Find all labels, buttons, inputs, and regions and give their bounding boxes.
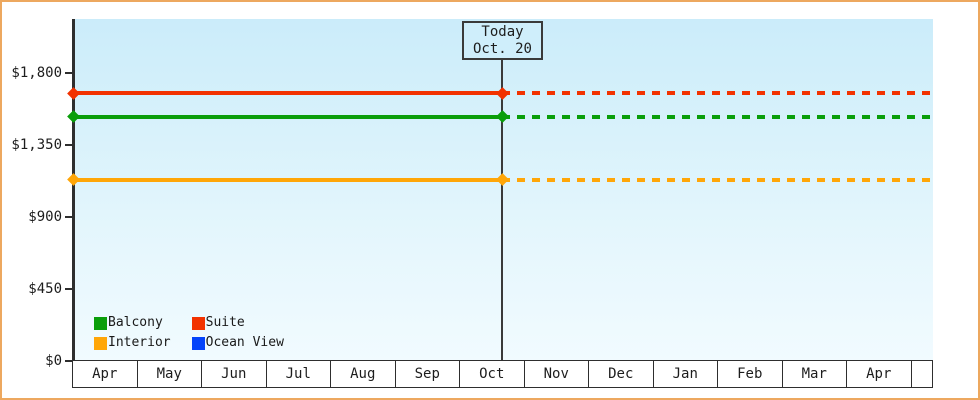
today-label: Today xyxy=(481,23,524,40)
month-cell-jun: Jun xyxy=(202,361,267,387)
legend-item-balcony[interactable]: Balcony xyxy=(94,316,171,330)
month-cell-mar: Mar xyxy=(783,361,847,387)
series-line-balcony-history xyxy=(72,114,502,119)
legend-label-suite: Suite xyxy=(205,315,245,330)
y-tick-mark xyxy=(65,215,72,218)
y-tick-mark xyxy=(65,143,72,146)
legend-label-interior: Interior xyxy=(108,335,171,350)
y-tick-label: $1,800 xyxy=(11,64,62,81)
month-cell-dec: Dec xyxy=(589,361,654,387)
plot-area xyxy=(75,19,933,360)
y-tick-label: $1,350 xyxy=(11,136,62,153)
legend-item-ocean-view[interactable]: Ocean View xyxy=(191,335,284,350)
month-cell-feb: Feb xyxy=(718,361,783,387)
legend: Balcony Suite Interior Ocean View xyxy=(94,316,284,350)
month-cell-jan: Jan xyxy=(654,361,718,387)
y-tick-label: $0 xyxy=(45,353,62,369)
legend-swatch-ocean-view xyxy=(191,336,205,350)
legend-swatch-balcony xyxy=(94,316,107,330)
month-cell-apr: Apr xyxy=(847,361,912,387)
month-axis: Apr May Jun Jul Aug Sep Oct Nov Dec Jan Feb Mar Apr xyxy=(72,360,933,388)
y-tick-label: $450 xyxy=(28,280,62,297)
series-line-balcony-projection xyxy=(502,114,932,119)
legend-item-suite[interactable]: Suite xyxy=(191,315,284,330)
y-tick-mark xyxy=(65,287,72,290)
month-cell-may: May xyxy=(138,361,202,387)
y-tick-label: $900 xyxy=(28,208,62,225)
legend-label-ocean-view: Ocean View xyxy=(205,335,284,350)
month-cell-nov: Nov xyxy=(525,361,589,387)
month-cell-apr: Apr xyxy=(73,361,138,387)
legend-label-balcony: Balcony xyxy=(108,315,163,330)
month-cell-oct: Oct xyxy=(460,361,525,387)
month-cell-aug: Aug xyxy=(331,361,396,387)
today-date: Oct. 20 xyxy=(472,40,532,57)
legend-swatch-suite xyxy=(191,316,205,330)
legend-item-interior[interactable]: Interior xyxy=(94,336,171,350)
month-cell-spacer xyxy=(912,361,933,387)
legend-swatch-interior xyxy=(94,336,107,350)
y-axis-line xyxy=(72,19,75,363)
month-cell-jul: Jul xyxy=(267,361,331,387)
y-tick-mark xyxy=(65,360,72,362)
series-line-suite-history xyxy=(72,91,502,96)
today-line xyxy=(501,58,503,360)
series-line-interior-history xyxy=(72,177,502,182)
month-cell-sep: Sep xyxy=(396,361,460,387)
y-tick-mark xyxy=(65,71,72,74)
today-annotation-box: Today Oct. 20 xyxy=(462,21,543,60)
series-line-interior-projection xyxy=(502,177,932,182)
series-line-suite-projection xyxy=(502,91,932,96)
